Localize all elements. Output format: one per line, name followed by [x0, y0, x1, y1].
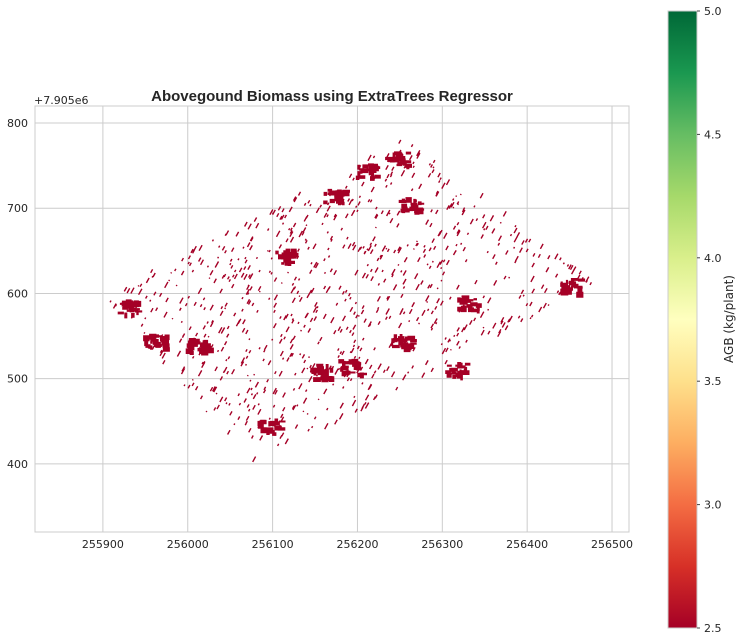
patch-cells [398, 197, 425, 215]
patch-cells [355, 163, 381, 181]
patch-cells [560, 278, 586, 298]
y-tick-label: 800 [7, 117, 28, 130]
biomass-raster [109, 139, 593, 463]
patch-cells [117, 299, 143, 319]
biomass-patch [185, 338, 214, 356]
y-axis-ticks: 400 500 600 700 800 [7, 117, 28, 471]
colorbar: 2.5 3.0 3.5 4.0 4.5 5.0 AGB (kg/plant) [667, 5, 736, 635]
y-offset-text: +7.905e6 [34, 94, 88, 107]
colorbar-frame [667, 10, 698, 629]
x-tick-label: 255900 [82, 538, 124, 551]
patch-cells [143, 333, 170, 352]
biomass-patch [323, 188, 350, 206]
chart-title: Abovegound Biomass using ExtraTrees Regr… [151, 88, 513, 105]
biomass-patch [275, 248, 299, 266]
biomass-patch [560, 278, 586, 298]
y-tick-label: 700 [7, 202, 28, 215]
patch-cells [338, 358, 367, 379]
biomass-patch [457, 295, 482, 314]
patch-cells [275, 248, 299, 266]
plot-background [35, 106, 629, 532]
y-tick-label: 500 [7, 373, 28, 386]
x-tick-label: 256300 [421, 538, 463, 551]
colorbar-tick-label: 3.0 [704, 499, 722, 512]
patch-cells [185, 338, 214, 356]
plot-area: 255900 256000 256100 256200 256300 256400 2565… [7, 105, 633, 551]
x-tick-label: 256500 [591, 538, 633, 551]
colorbar-gradient [668, 11, 697, 628]
x-axis-ticks: 255900 256000 256100 256200 256300 256400 2565… [82, 538, 633, 551]
biomass-patch [257, 418, 286, 436]
biomass-patch [445, 362, 471, 381]
colorbar-tick-label: 4.5 [704, 128, 722, 141]
y-tick-label: 600 [7, 287, 28, 300]
colorbar-tick-label: 2.5 [704, 622, 722, 635]
plot-frame [34, 105, 630, 533]
colorbar-ticks: 2.5 3.0 3.5 4.0 4.5 5.0 [697, 5, 722, 635]
patch-cells [310, 363, 335, 383]
biomass-patch [143, 333, 170, 352]
x-tick-label: 256100 [252, 538, 294, 551]
biomass-patch [310, 363, 335, 383]
patch-cells [391, 334, 417, 353]
x-tick-label: 256200 [336, 538, 378, 551]
biomass-patch [385, 151, 412, 170]
patch-cells [323, 188, 350, 206]
biomass-patch [391, 334, 417, 353]
colorbar-tick-label: 5.0 [704, 5, 722, 18]
y-tick-label: 400 [7, 458, 28, 471]
biomass-patch [355, 163, 381, 181]
biomass-patch [398, 197, 425, 215]
colorbar-tick-label: 3.5 [704, 375, 722, 388]
biomass-patch [338, 358, 367, 379]
patch-cells [257, 418, 286, 436]
x-tick-label: 256000 [167, 538, 209, 551]
patch-cells [457, 295, 482, 314]
x-tick-label: 256400 [506, 538, 548, 551]
biomass-patch [117, 299, 143, 319]
patch-cells [385, 151, 412, 170]
patch-cells [445, 362, 471, 381]
colorbar-label: AGB (kg/plant) [722, 275, 736, 363]
colorbar-tick-label: 4.0 [704, 252, 722, 265]
